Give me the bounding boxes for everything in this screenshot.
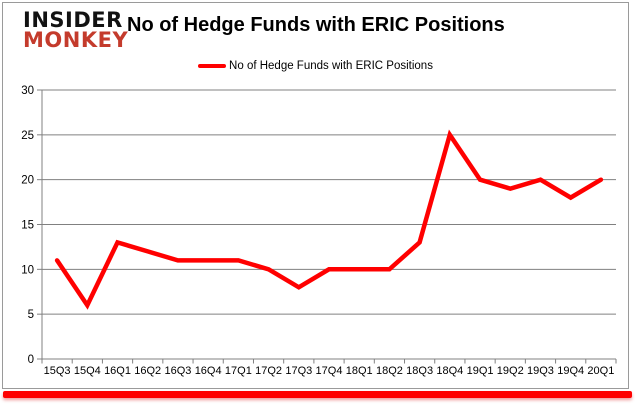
svg-text:17Q2: 17Q2 — [255, 365, 282, 377]
svg-text:16Q2: 16Q2 — [134, 365, 161, 377]
svg-text:16Q3: 16Q3 — [164, 365, 191, 377]
svg-text:17Q3: 17Q3 — [285, 365, 312, 377]
svg-text:15Q4: 15Q4 — [74, 365, 101, 377]
svg-text:18Q4: 18Q4 — [436, 365, 463, 377]
svg-text:30: 30 — [21, 85, 34, 97]
svg-text:19Q1: 19Q1 — [467, 365, 494, 377]
svg-text:15Q3: 15Q3 — [44, 365, 71, 377]
logo-insider-text: INSIDER — [23, 8, 123, 32]
svg-text:5: 5 — [28, 309, 34, 321]
svg-text:16Q4: 16Q4 — [195, 365, 222, 377]
svg-text:19Q3: 19Q3 — [527, 365, 554, 377]
chart-title: No of Hedge Funds with ERIC Positions — [127, 14, 505, 36]
svg-text:16Q1: 16Q1 — [104, 365, 131, 377]
svg-text:17Q1: 17Q1 — [225, 365, 252, 377]
legend-line-swatch — [198, 64, 227, 68]
svg-text:18Q2: 18Q2 — [376, 365, 403, 377]
chart-canvas: INSIDER MONKEY No of Hedge Funds with ER… — [2, 2, 629, 389]
legend-label: No of Hedge Funds with ERIC Positions — [229, 60, 433, 72]
bottom-red-rule — [3, 391, 632, 398]
svg-text:20: 20 — [21, 175, 34, 187]
svg-text:19Q2: 19Q2 — [497, 365, 524, 377]
logo-monkey-text: MONKEY — [23, 28, 129, 52]
svg-text:20Q1: 20Q1 — [587, 365, 614, 377]
svg-text:17Q4: 17Q4 — [316, 365, 343, 377]
svg-text:25: 25 — [21, 130, 34, 142]
insider-monkey-logo: INSIDER MONKEY — [23, 8, 129, 52]
svg-text:10: 10 — [21, 264, 34, 276]
svg-text:18Q3: 18Q3 — [406, 365, 433, 377]
svg-text:18Q1: 18Q1 — [346, 365, 373, 377]
chart-legend: No of Hedge Funds with ERIC Positions — [3, 60, 628, 72]
svg-text:19Q4: 19Q4 — [557, 365, 584, 377]
svg-text:15: 15 — [21, 220, 34, 232]
svg-text:0: 0 — [28, 354, 34, 366]
